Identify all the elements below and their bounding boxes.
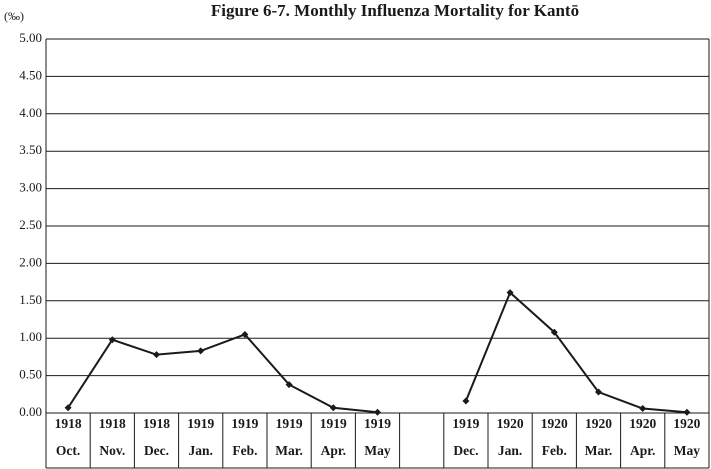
x-tick-month: Dec. bbox=[144, 443, 169, 458]
x-tick-year: 1919 bbox=[276, 416, 303, 431]
point bbox=[595, 388, 602, 396]
x-tick-year: 1920 bbox=[585, 416, 612, 431]
y-tick-label: 1.00 bbox=[19, 329, 42, 344]
y-tick-label: 2.50 bbox=[19, 217, 42, 232]
x-tick-month: Jan. bbox=[189, 443, 213, 458]
y-tick-label: 3.00 bbox=[19, 180, 42, 195]
chart-title: Figure 6-7. Monthly Influenza Mortality … bbox=[211, 1, 579, 20]
y-tick-label: 4.00 bbox=[19, 105, 42, 120]
point bbox=[329, 404, 337, 412]
x-tick-year: 1919 bbox=[231, 416, 258, 431]
x-tick-month: May bbox=[674, 443, 700, 458]
x-tick-month: Nov. bbox=[99, 443, 125, 458]
x-tick-year: 1920 bbox=[541, 416, 568, 431]
y-tick-label: 4.50 bbox=[19, 67, 42, 82]
point bbox=[197, 347, 205, 355]
point bbox=[64, 404, 72, 412]
x-tick-year: 1919 bbox=[364, 416, 391, 431]
point bbox=[506, 289, 514, 297]
x-tick-month: Dec. bbox=[453, 443, 478, 458]
x-tick-month: Apr. bbox=[321, 443, 346, 458]
point bbox=[683, 408, 691, 416]
point bbox=[374, 408, 381, 416]
x-tick-year: 1920 bbox=[629, 416, 656, 431]
y-tick-label: 3.50 bbox=[19, 142, 42, 157]
x-tick-year: 1918 bbox=[143, 416, 170, 431]
x-tick-year: 1919 bbox=[452, 416, 479, 431]
point bbox=[108, 336, 116, 344]
y-tick-label: 0.00 bbox=[19, 404, 42, 419]
x-tick-year: 1919 bbox=[187, 416, 214, 431]
y-tick-label: 1.50 bbox=[19, 292, 42, 307]
point bbox=[550, 328, 558, 336]
x-tick-month: Apr. bbox=[630, 443, 655, 458]
x-tick-year: 1920 bbox=[497, 416, 524, 431]
x-tick-month: Feb. bbox=[542, 443, 567, 458]
x-tick-year: 1918 bbox=[55, 416, 82, 431]
y-tick-label: 0.50 bbox=[19, 367, 42, 382]
point bbox=[153, 351, 160, 359]
x-tick-year: 1920 bbox=[673, 416, 700, 431]
point bbox=[462, 397, 470, 405]
x-tick-month: Feb. bbox=[232, 443, 257, 458]
x-tick-month: May bbox=[364, 443, 390, 458]
point bbox=[639, 405, 647, 413]
point bbox=[241, 330, 249, 338]
x-tick-month: Oct. bbox=[56, 443, 80, 458]
x-tick-year: 1919 bbox=[320, 416, 347, 431]
y-unit: (‰) bbox=[4, 9, 24, 23]
y-tick-label: 2.00 bbox=[19, 254, 42, 269]
x-tick-month: Jan. bbox=[498, 443, 522, 458]
x-tick-month: Mar. bbox=[275, 443, 303, 458]
point bbox=[285, 381, 293, 389]
x-tick-year: 1918 bbox=[99, 416, 126, 431]
y-tick-label: 5.00 bbox=[19, 30, 42, 45]
x-tick-month: Mar. bbox=[585, 443, 613, 458]
line bbox=[67, 290, 687, 414]
